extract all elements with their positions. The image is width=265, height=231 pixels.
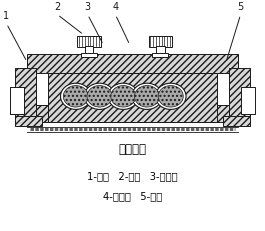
- Bar: [85, 47, 94, 55]
- Bar: [15, 68, 36, 118]
- Circle shape: [108, 84, 139, 110]
- Circle shape: [134, 86, 160, 108]
- Bar: [81, 54, 97, 58]
- Circle shape: [156, 84, 186, 110]
- Bar: [149, 36, 172, 48]
- Circle shape: [84, 84, 115, 110]
- Circle shape: [87, 86, 112, 108]
- Text: 5: 5: [237, 2, 244, 12]
- Bar: [48, 74, 217, 122]
- Bar: [156, 47, 165, 55]
- Circle shape: [158, 86, 183, 108]
- Text: 4-电热管   5-底膜: 4-电热管 5-底膜: [103, 190, 162, 201]
- Circle shape: [63, 86, 88, 108]
- Bar: [10, 88, 24, 114]
- Bar: [10, 88, 24, 114]
- Text: 1-罩体   2-螺杆   3-发热板: 1-罩体 2-螺杆 3-发热板: [87, 170, 178, 180]
- Text: 3: 3: [85, 2, 91, 12]
- Circle shape: [60, 84, 91, 110]
- Text: 预热部件: 预热部件: [118, 143, 147, 156]
- Bar: [27, 55, 238, 74]
- Bar: [15, 117, 42, 127]
- Bar: [223, 117, 250, 127]
- Text: 2: 2: [54, 2, 60, 12]
- Text: 1: 1: [3, 11, 10, 21]
- Text: 4: 4: [112, 2, 118, 12]
- Bar: [241, 88, 255, 114]
- Circle shape: [132, 84, 162, 110]
- Bar: [27, 105, 238, 122]
- Bar: [152, 54, 168, 58]
- Bar: [77, 36, 101, 48]
- Bar: [229, 68, 250, 118]
- Circle shape: [111, 86, 136, 108]
